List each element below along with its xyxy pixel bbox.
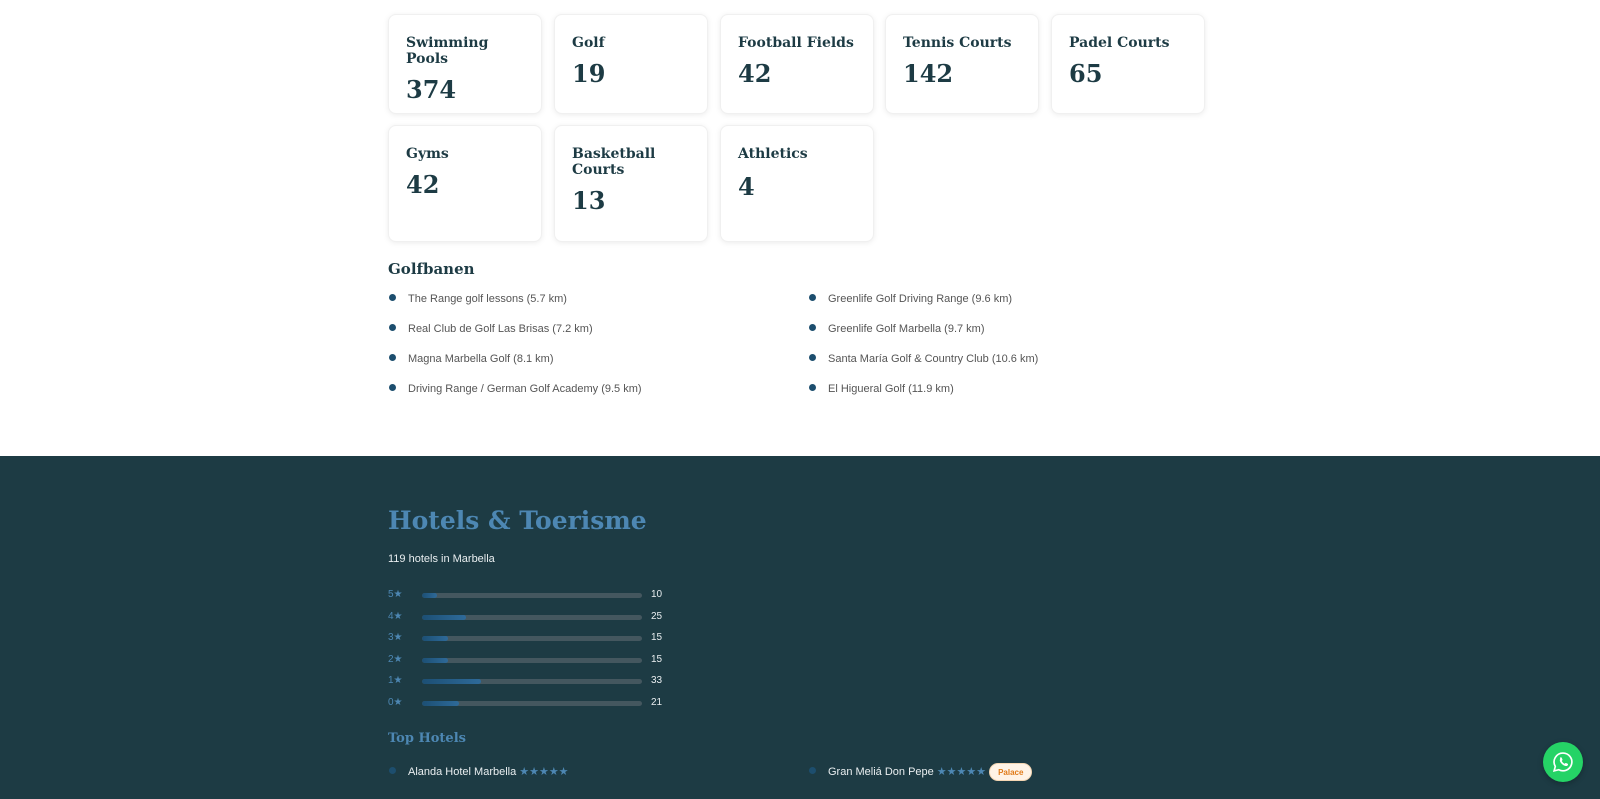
golf-list-right: Greenlife Golf Driving Range (9.6 km) Gr… <box>808 293 1208 413</box>
facility-count: 13 <box>572 186 606 215</box>
golf-section-title: Golfbanen <box>388 260 475 278</box>
hotel-list-item[interactable]: Alanda Hotel Marbella ★★★★★ <box>388 762 569 782</box>
list-item: Santa María Golf & Country Club (10.6 km… <box>808 353 1208 383</box>
rating-count: 10 <box>651 589 663 600</box>
facility-card: Gyms 42 <box>388 125 542 242</box>
rating-bar-fill <box>422 701 460 706</box>
hotels-title: Hotels & Toerisme <box>388 506 647 535</box>
rating-label: 3★ <box>388 632 403 643</box>
facility-card: Golf 19 <box>554 14 708 114</box>
list-item: Real Club de Golf Las Brisas (7.2 km) <box>388 323 788 353</box>
facility-label: Golf <box>572 35 605 51</box>
rating-bar-fill <box>422 658 449 663</box>
rating-count: 33 <box>651 675 663 686</box>
list-item: The Range golf lessons (5.7 km) <box>388 293 788 323</box>
rating-label: 5★ <box>388 589 403 600</box>
hotels-section <box>0 456 1600 799</box>
facility-card: Tennis Courts 142 <box>885 14 1039 114</box>
facility-count: 4 <box>738 172 755 201</box>
star-rating-icon: ★★★★★ <box>936 766 987 778</box>
rating-row: 2★ 15 <box>388 654 688 668</box>
list-item: El Higueral Golf (11.9 km) <box>808 383 1208 413</box>
list-item: Magna Marbella Golf (8.1 km) <box>388 353 788 383</box>
rating-count: 25 <box>651 611 663 622</box>
facility-card: Basketball Courts 13 <box>554 125 708 242</box>
hotel-name: Alanda Hotel Marbella <box>408 766 517 778</box>
rating-row: 1★ 33 <box>388 675 688 689</box>
rating-bar <box>422 636 642 641</box>
whatsapp-button[interactable] <box>1543 742 1583 782</box>
rating-row: 5★ 10 <box>388 589 688 603</box>
rating-count: 15 <box>651 632 663 643</box>
facility-card: Padel Courts 65 <box>1051 14 1205 114</box>
facility-label: Swimming Pools <box>406 35 489 67</box>
hotel-category-badge: Palace <box>989 763 1033 782</box>
rating-bar-fill <box>422 636 449 641</box>
facility-count: 374 <box>406 75 457 104</box>
rating-row: 3★ 15 <box>388 632 688 646</box>
rating-count: 21 <box>651 697 663 708</box>
rating-label: 1★ <box>388 675 403 686</box>
facility-card: Swimming Pools 374 <box>388 14 542 114</box>
rating-bar <box>422 658 642 663</box>
top-hotels-title: Top Hotels <box>388 731 466 746</box>
rating-bar-fill <box>422 593 438 598</box>
facility-count: 42 <box>738 59 772 88</box>
rating-bar <box>422 593 642 598</box>
facility-label: Athletics <box>738 146 808 162</box>
facility-label: Tennis Courts <box>903 35 1012 51</box>
list-item: Greenlife Golf Marbella (9.7 km) <box>808 323 1208 353</box>
whatsapp-icon <box>1552 752 1573 773</box>
rating-bar-fill <box>422 679 482 684</box>
list-item: Driving Range / German Golf Academy (9.5… <box>388 383 788 413</box>
rating-bar <box>422 615 642 620</box>
facility-count: 65 <box>1069 59 1103 88</box>
hotel-name: Gran Meliá Don Pepe <box>828 766 934 778</box>
hotel-list-item[interactable]: Gran Meliá Don Pepe ★★★★★ Palace <box>808 762 1033 782</box>
facility-label: Padel Courts <box>1069 35 1170 51</box>
facility-count: 42 <box>406 170 440 199</box>
facility-label: Basketball Courts <box>572 146 656 178</box>
rating-count: 15 <box>651 654 663 665</box>
golf-list-left: The Range golf lessons (5.7 km) Real Clu… <box>388 293 788 413</box>
facility-label: Football Fields <box>738 35 854 51</box>
rating-bar-fill <box>422 615 466 620</box>
facility-count: 19 <box>572 59 606 88</box>
list-item: Greenlife Golf Driving Range (9.6 km) <box>808 293 1208 323</box>
rating-row: 4★ 25 <box>388 611 688 625</box>
rating-label: 4★ <box>388 611 403 622</box>
facility-card: Football Fields 42 <box>720 14 874 114</box>
rating-label: 2★ <box>388 654 403 665</box>
hotels-count: 119 hotels in Marbella <box>388 553 495 565</box>
star-rating-icon: ★★★★★ <box>519 766 569 778</box>
rating-row: 0★ 21 <box>388 697 688 711</box>
facility-card: Athletics 4 <box>720 125 874 242</box>
rating-bar <box>422 679 642 684</box>
facility-count: 142 <box>903 59 954 88</box>
rating-label: 0★ <box>388 697 403 708</box>
rating-bar <box>422 701 642 706</box>
facility-label: Gyms <box>406 146 449 162</box>
